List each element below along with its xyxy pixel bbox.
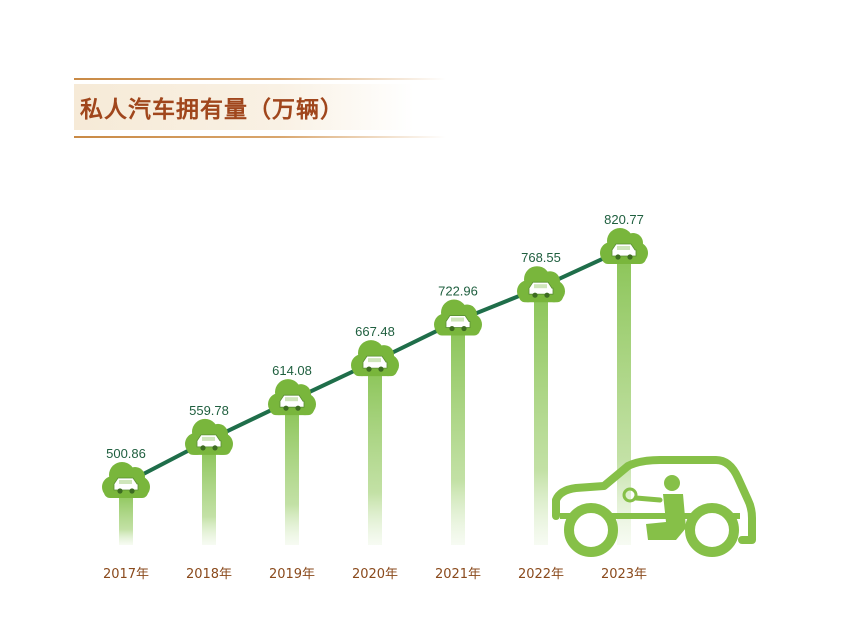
value-label-5: 768.55 xyxy=(521,250,561,265)
car-body-outline xyxy=(552,456,756,544)
category-label-3: 2020年 xyxy=(352,567,398,582)
chart-title: 私人汽车拥有量（万辆） xyxy=(80,97,344,123)
category-label-2: 2019年 xyxy=(269,567,315,582)
driver-body xyxy=(646,494,686,540)
title-top-rule xyxy=(74,78,446,80)
bar-2 xyxy=(285,410,299,545)
title-background xyxy=(74,84,414,130)
value-label-4: 722.96 xyxy=(438,284,478,299)
value-label-3: 667.48 xyxy=(355,324,395,339)
bar-4 xyxy=(451,330,465,545)
car-in-cloud-icon-4 xyxy=(434,299,482,336)
car-in-cloud-icon-0 xyxy=(102,462,150,498)
driver-arm xyxy=(633,495,663,503)
car-in-cloud-icon-3 xyxy=(351,340,399,377)
category-label-6: 2023年 xyxy=(601,567,647,582)
category-label-4: 2021年 xyxy=(435,567,481,582)
bar-3 xyxy=(368,371,382,545)
driver-head xyxy=(664,475,680,491)
markers-layer xyxy=(102,228,648,498)
car-with-driver-icon xyxy=(552,456,756,557)
labels-layer: 500.86 559.78 614.08 667.48 722.96 768.55 820.… xyxy=(103,212,647,582)
steering-wheel xyxy=(622,487,638,503)
bar-1 xyxy=(202,449,216,545)
car-in-cloud-icon-1 xyxy=(185,418,233,455)
category-label-5: 2022年 xyxy=(518,567,564,582)
category-label-0: 2017年 xyxy=(103,567,149,582)
bars-layer xyxy=(119,259,631,545)
bar-0 xyxy=(119,493,133,545)
car-in-cloud-icon-5 xyxy=(517,266,565,303)
bar-5 xyxy=(534,297,548,545)
value-label-6: 820.77 xyxy=(604,212,644,227)
car-in-cloud-icon-2 xyxy=(268,379,316,416)
car-outline-icon xyxy=(552,456,756,557)
chart-title-block: 私人汽车拥有量（万辆） xyxy=(74,78,446,138)
car-wheel-0 xyxy=(564,503,618,557)
category-label-1: 2018年 xyxy=(186,567,232,582)
car-in-cloud-icon-6 xyxy=(600,228,648,264)
value-label-0: 500.86 xyxy=(106,446,146,461)
title-bottom-rule xyxy=(74,136,446,138)
car-wheel-1 xyxy=(685,503,739,557)
value-label-1: 559.78 xyxy=(189,403,229,418)
value-label-2: 614.08 xyxy=(272,363,312,378)
